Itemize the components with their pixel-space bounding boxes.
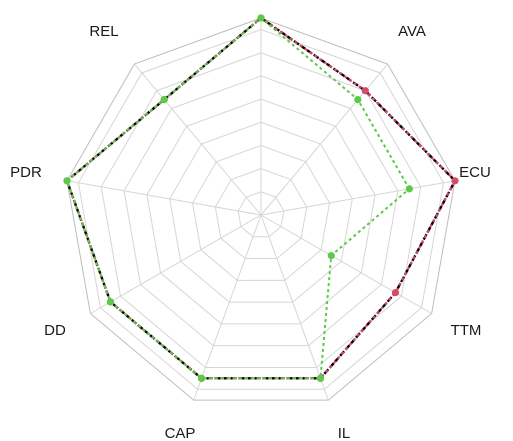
axis-spoke-ttm bbox=[260, 214, 432, 314]
axis-spoke-il bbox=[260, 214, 329, 401]
series-3-point-top bbox=[257, 14, 265, 22]
series-2-point-ava bbox=[361, 87, 369, 95]
series-3-point-ecu bbox=[405, 185, 413, 193]
axis-labels: ECU AVA REL PDR DD CAP IL TTM bbox=[10, 23, 491, 441]
series-3-point-cap bbox=[197, 374, 206, 382]
series-2-point-ecu bbox=[451, 177, 459, 185]
axis-spoke-cap bbox=[193, 214, 262, 401]
series-2-point-ttm bbox=[391, 289, 400, 297]
axis-label-dd: DD bbox=[44, 322, 66, 339]
grid-ring bbox=[146, 98, 376, 325]
grid-ring bbox=[123, 75, 399, 347]
axis-spoke-ecu bbox=[260, 180, 456, 216]
axis-label-rel: REL bbox=[89, 23, 118, 40]
axis-label-ecu: ECU bbox=[459, 164, 491, 181]
series-line-3 bbox=[65, 17, 411, 380]
grid-layer bbox=[66, 17, 456, 401]
grid-ring bbox=[77, 29, 445, 390]
axis-label-ttm: TTM bbox=[451, 322, 482, 339]
axis-spoke-rel bbox=[133, 63, 262, 216]
grid-ring bbox=[66, 17, 456, 401]
grid-ring bbox=[100, 52, 422, 368]
axis-label-ava: AVA bbox=[398, 23, 426, 40]
axis-label-il: IL bbox=[338, 425, 351, 441]
series-3-point-ttm bbox=[327, 251, 335, 260]
grid-ring bbox=[192, 144, 330, 281]
grid-ring bbox=[237, 191, 285, 238]
series-3-point-rel bbox=[160, 95, 168, 104]
series-3-point-dd bbox=[106, 298, 115, 306]
series-3-point-il bbox=[316, 374, 325, 382]
series-layer bbox=[63, 14, 459, 382]
axis-spoke-pdr bbox=[66, 180, 262, 216]
grid-ring bbox=[169, 121, 353, 303]
grid-ring bbox=[214, 168, 308, 260]
series-3-point-pdr bbox=[63, 177, 71, 185]
axis-label-pdr: PDR bbox=[10, 164, 42, 181]
axis-spoke-dd bbox=[90, 214, 262, 314]
axis-label-cap: CAP bbox=[165, 425, 196, 441]
series-3-point-ava bbox=[354, 95, 362, 104]
